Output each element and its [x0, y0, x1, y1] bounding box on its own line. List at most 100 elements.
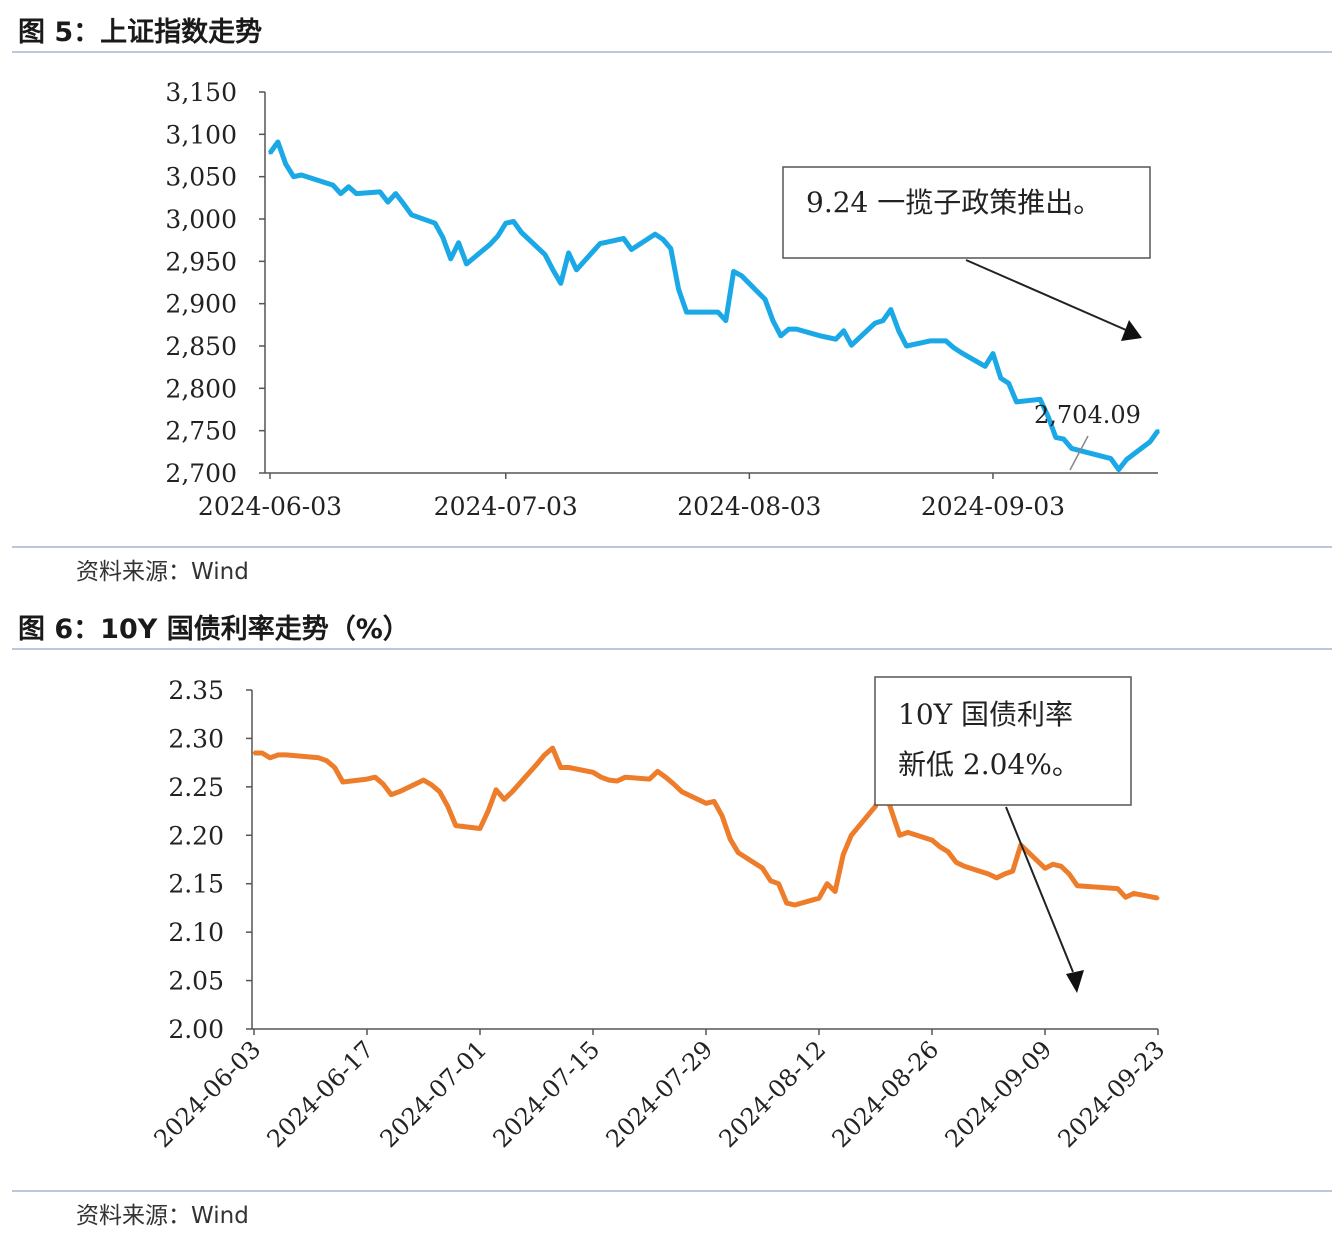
- data-point: [394, 192, 398, 196]
- figure6-title: 图 6：10Y 国债利率走势（%）: [18, 614, 410, 645]
- data-point: [962, 864, 966, 868]
- data-point: [740, 274, 744, 278]
- data-point: [1148, 440, 1152, 444]
- x-tick-label: 2024-06-17: [262, 1035, 380, 1153]
- data-point: [987, 872, 990, 876]
- data-point: [769, 879, 773, 883]
- data-point: [736, 851, 740, 855]
- data-point: [898, 833, 902, 837]
- data-point: [292, 175, 296, 179]
- data-point: [1125, 457, 1129, 461]
- data-point: [512, 220, 516, 224]
- x-tick-label: 2024-08-12: [714, 1035, 832, 1153]
- data-point: [622, 236, 626, 240]
- x-tick-label: 2024-09-23: [1053, 1035, 1171, 1153]
- data-point: [284, 162, 288, 166]
- x-tick-label: 2024-09-03: [921, 492, 1065, 521]
- data-point: [841, 853, 845, 857]
- figure6-top-rule: [12, 648, 1332, 650]
- data-point: [936, 339, 940, 343]
- data-point: [712, 799, 716, 803]
- data-point: [276, 140, 280, 144]
- data-point: [317, 756, 321, 760]
- data-point: [1007, 381, 1011, 385]
- data-point: [777, 882, 781, 886]
- data-point: [347, 185, 351, 189]
- data-point: [938, 845, 942, 849]
- data-point: [574, 268, 578, 272]
- y-tick-label: 3,000: [165, 205, 237, 234]
- data-point: [983, 364, 987, 368]
- data-point: [708, 310, 712, 314]
- data-point: [680, 790, 684, 794]
- yield-annotation-line1: 10Y 国债利率: [898, 698, 1073, 731]
- data-point: [1156, 429, 1160, 433]
- x-tick-label: 2024-08-26: [827, 1035, 945, 1153]
- data-point: [952, 346, 956, 350]
- data-point: [397, 790, 401, 794]
- y-tick-label: 2.15: [168, 870, 224, 899]
- data-point: [785, 901, 789, 905]
- data-point: [1156, 896, 1160, 900]
- data-point: [1003, 872, 1007, 876]
- data-point: [763, 297, 767, 301]
- data-point: [441, 236, 445, 240]
- data-point: [818, 334, 822, 338]
- policy-annotation-text: 9.24 一揽子政策推出。: [806, 186, 1101, 219]
- y-tick-label: 2.30: [168, 724, 224, 753]
- x-tick-label: 2024-07-15: [488, 1035, 606, 1153]
- data-point: [648, 777, 651, 781]
- yield-annotation-arrow: [1005, 806, 1074, 973]
- data-point: [438, 790, 442, 794]
- yield-annotation-line2: 新低 2.04%。: [898, 748, 1080, 781]
- data-point: [1051, 862, 1055, 866]
- data-point: [995, 876, 999, 880]
- data-point: [873, 321, 877, 325]
- data-point: [724, 319, 728, 323]
- data-point: [449, 257, 453, 261]
- data-point: [365, 777, 369, 781]
- data-point: [389, 793, 393, 797]
- y-tick-label: 2.25: [168, 773, 224, 802]
- data-point: [260, 751, 264, 755]
- data-point: [795, 327, 799, 331]
- data-point: [519, 231, 523, 235]
- data-point: [1015, 400, 1019, 404]
- data-point: [284, 753, 288, 757]
- data-point: [341, 780, 345, 784]
- data-point: [333, 765, 337, 769]
- data-point: [331, 183, 335, 187]
- data-point: [433, 221, 437, 225]
- data-point: [494, 788, 498, 792]
- y-tick-label: 3,150: [165, 78, 237, 107]
- x-tick-label: 2024-07-03: [434, 492, 578, 521]
- data-point: [793, 903, 797, 907]
- y-tick-label: 2.05: [168, 967, 224, 996]
- y-tick-label: 2.20: [168, 821, 224, 850]
- data-point: [504, 221, 508, 225]
- figure5-top-rule: [12, 51, 1332, 53]
- data-point: [906, 830, 910, 834]
- data-point: [446, 804, 450, 808]
- data-point: [1038, 397, 1042, 401]
- y-tick-label: 2,900: [165, 290, 237, 319]
- data-point: [510, 790, 514, 794]
- data-point: [607, 778, 611, 782]
- data-point: [543, 253, 547, 257]
- data-point: [732, 269, 736, 273]
- data-point: [849, 833, 853, 837]
- data-point: [567, 765, 571, 769]
- data-point: [672, 782, 676, 786]
- data-point: [946, 850, 950, 854]
- data-point: [535, 763, 538, 767]
- data-point: [677, 287, 681, 291]
- data-point: [559, 765, 563, 769]
- x-tick-label: 2024-07-01: [375, 1035, 493, 1153]
- x-tick-label: 2024-06-03: [149, 1035, 267, 1153]
- data-point: [381, 782, 385, 786]
- data-point: [720, 814, 724, 818]
- data-point: [833, 889, 837, 893]
- x-tick-label: 2024-08-03: [677, 492, 821, 521]
- y-tick-label: 2,950: [165, 247, 237, 276]
- data-point: [502, 797, 506, 801]
